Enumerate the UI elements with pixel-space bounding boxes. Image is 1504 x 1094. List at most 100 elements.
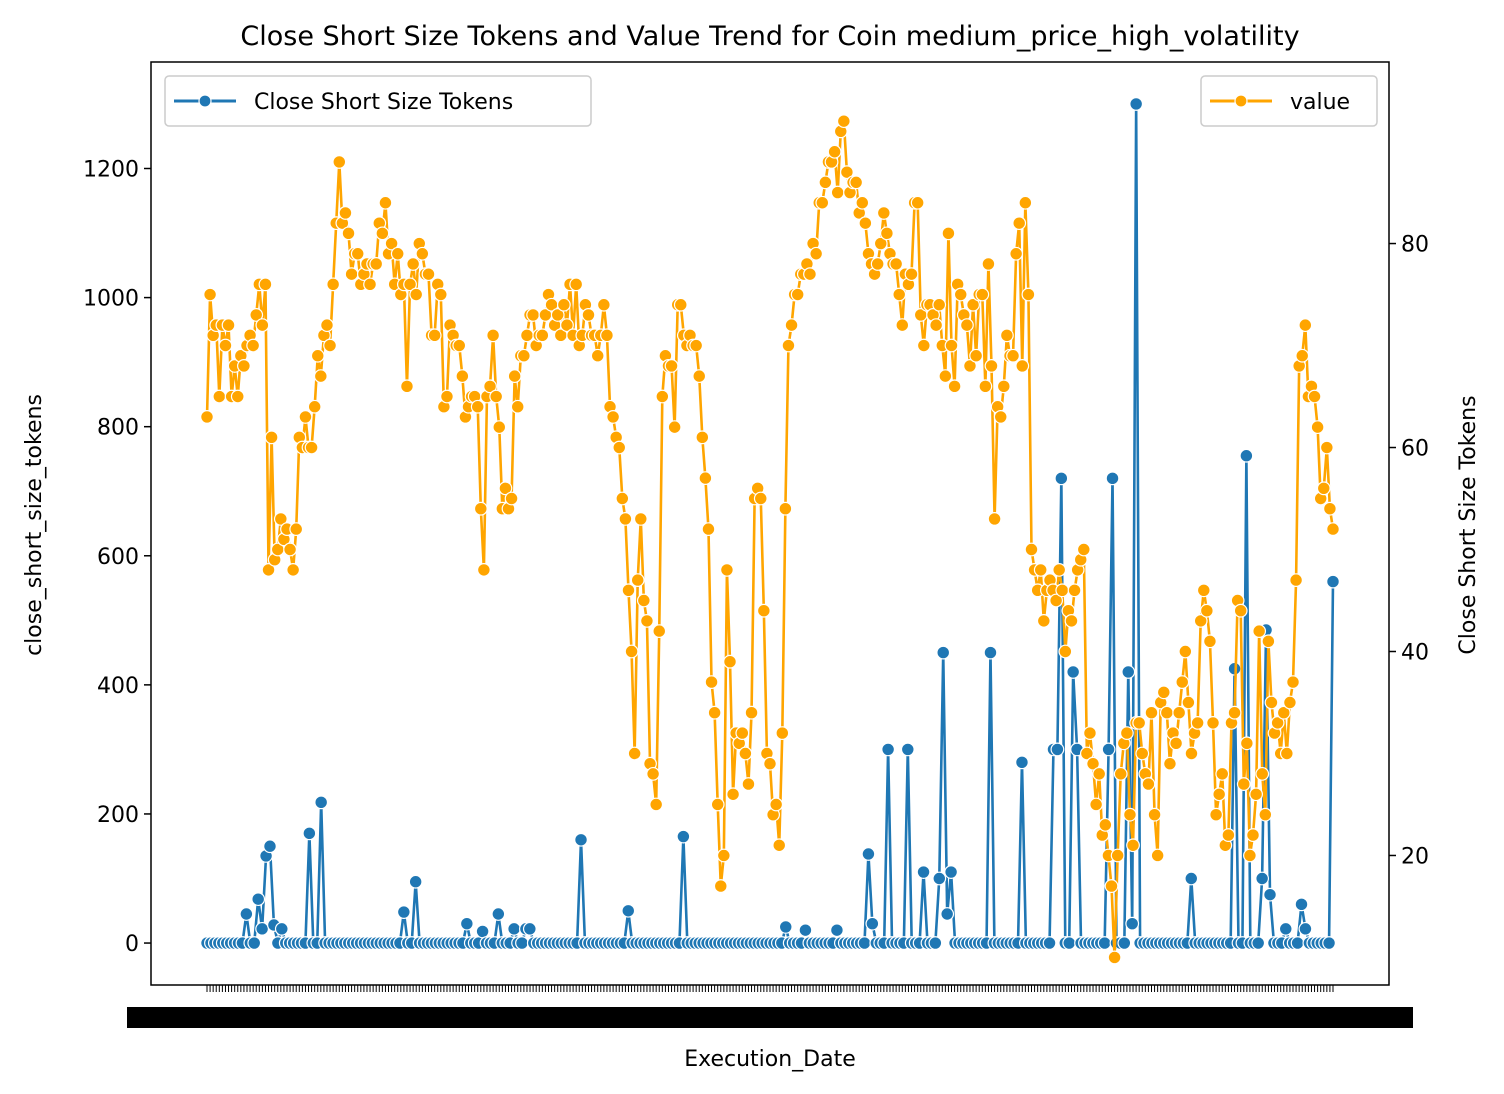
data-point (941, 226, 956, 241)
data-point (664, 359, 679, 373)
data-point (1062, 936, 1077, 950)
data-point (326, 277, 341, 292)
data-point (720, 563, 734, 577)
data-point (947, 379, 962, 394)
data-point (1144, 705, 1159, 720)
data-point (710, 797, 725, 812)
data-point (264, 430, 279, 445)
data-point (981, 257, 996, 271)
data-point (698, 471, 713, 486)
data-point (1018, 195, 1033, 210)
data-point (695, 430, 710, 445)
data-point (313, 369, 328, 384)
data-point (1036, 614, 1051, 628)
data-point (1132, 715, 1147, 730)
data-point (522, 921, 537, 936)
data-point (1049, 593, 1064, 608)
data-point (507, 921, 521, 936)
data-point (1107, 950, 1122, 965)
data-point (255, 921, 270, 936)
legend-left-label: Close Short Size Tokens (254, 90, 513, 115)
data-point (707, 705, 722, 720)
legend-left-marker (198, 94, 212, 108)
data-point (409, 287, 424, 302)
data-point (963, 359, 977, 373)
data-point (1015, 755, 1029, 770)
data-point (769, 797, 784, 812)
data-point (408, 874, 423, 889)
data-point (251, 892, 266, 907)
data-point (1239, 736, 1254, 751)
data-point (515, 936, 529, 950)
data-point (763, 756, 777, 771)
data-point (1178, 644, 1193, 659)
data-point (470, 399, 485, 414)
right-y-tick-label: 60 (1401, 437, 1429, 462)
data-point (630, 573, 645, 587)
data-point (1012, 216, 1027, 231)
data-point (459, 916, 474, 931)
data-point (932, 871, 947, 886)
data-point (574, 832, 588, 847)
data-point (1190, 715, 1205, 730)
data-point (286, 563, 301, 577)
data-point (520, 328, 534, 343)
data-point (873, 236, 888, 251)
data-point (1278, 921, 1293, 936)
data-point (1006, 348, 1020, 363)
data-point (1326, 522, 1340, 537)
left-y-tick-label: 200 (97, 803, 139, 828)
data-point (1221, 828, 1236, 842)
data-point (491, 907, 506, 921)
data-point (975, 287, 990, 302)
data-point (809, 246, 824, 261)
data-point (1323, 501, 1337, 516)
data-point (778, 501, 793, 516)
data-point (1058, 644, 1073, 659)
data-point (1279, 746, 1294, 761)
data-point (723, 654, 737, 669)
data-point (840, 165, 854, 180)
data-point (375, 226, 390, 241)
data-point (621, 903, 636, 918)
data-point (1033, 563, 1048, 577)
data-point (1055, 583, 1070, 598)
data-point (1079, 746, 1094, 761)
data-point (1298, 318, 1313, 333)
data-point (916, 865, 931, 879)
data-point (1255, 871, 1270, 886)
data-point (1110, 848, 1125, 863)
data-point (944, 865, 958, 879)
data-point (1263, 887, 1277, 902)
data-point (987, 512, 1002, 526)
data-point (1121, 665, 1136, 679)
data-point (1169, 736, 1183, 751)
data-point (932, 297, 947, 312)
right-y-tick-label: 40 (1401, 640, 1429, 665)
data-point (230, 389, 245, 404)
data-point (1067, 583, 1082, 598)
data-point (1054, 471, 1069, 486)
data-point (320, 318, 334, 333)
data-point (938, 369, 953, 384)
legend-left: Close Short Size Tokens (164, 75, 592, 127)
data-point (338, 206, 353, 220)
data-point (556, 297, 571, 312)
data-point (1283, 695, 1297, 710)
data-point (1286, 675, 1300, 689)
data-point (640, 614, 654, 628)
data-point (1050, 742, 1065, 757)
data-point (510, 399, 525, 414)
data-point (298, 410, 313, 424)
data-point (615, 491, 630, 506)
data-point (1227, 705, 1242, 720)
data-point (1276, 705, 1291, 720)
data-point (581, 308, 596, 322)
data-point (900, 742, 915, 757)
data-point (1326, 574, 1340, 589)
data-point (940, 907, 955, 921)
data-point (1196, 583, 1211, 598)
value-series (200, 114, 1340, 965)
data-point (307, 399, 322, 414)
right-y-tick-label: 80 (1401, 233, 1429, 258)
